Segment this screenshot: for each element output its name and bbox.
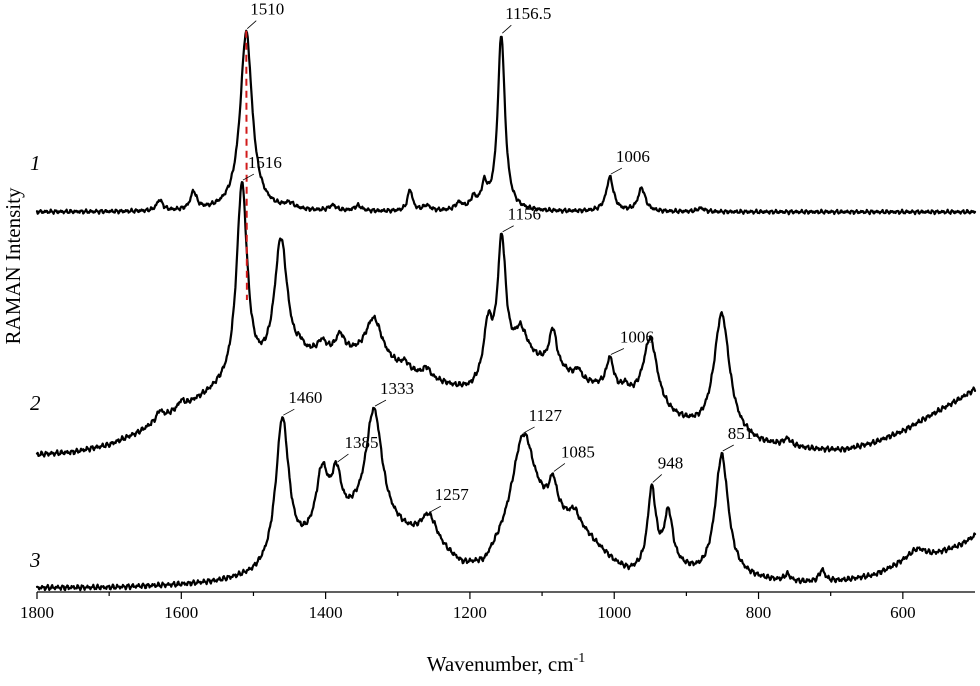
- peak-leader-line: [610, 348, 625, 355]
- peak-label-948: 948: [658, 453, 684, 472]
- x-tick-label: 1000: [597, 603, 631, 622]
- series-label-2: 2: [30, 391, 41, 415]
- peak-label-1510: 1510: [250, 0, 284, 19]
- peak-leader-line: [242, 173, 255, 181]
- peak-label-1385: 1385: [344, 433, 378, 452]
- peak-leader-line: [337, 453, 349, 463]
- peak-label-1516: 1516: [248, 153, 282, 172]
- peak-leader-line: [553, 463, 566, 472]
- series-label-3: 3: [29, 548, 41, 572]
- peak-annotations: 1510 1156.5 1006 1516 1156 1006 1460 1385 1333 12…: [242, 0, 754, 513]
- x-tick-label: 800: [746, 603, 772, 622]
- peak-label-1127: 1127: [529, 406, 563, 425]
- peak-label-1460: 1460: [288, 388, 322, 407]
- x-axis-title-text: Wavenumber, cm: [427, 652, 574, 676]
- peak-leader-line: [283, 408, 295, 416]
- peak-leader-line: [374, 399, 387, 407]
- peak-leader-line: [523, 426, 535, 434]
- peak-label-1156: 1156: [508, 205, 541, 224]
- x-axis-title-superscript: -1: [574, 651, 586, 666]
- peak-leader-line: [429, 505, 441, 513]
- x-ticks: 1800 1600 1400 1200 1000 800 600: [20, 592, 916, 622]
- reference-line-group: [245, 30, 248, 301]
- peak-label-851: 851: [728, 424, 754, 443]
- peak-leader-line: [502, 225, 514, 233]
- peak-leader-line: [722, 444, 734, 452]
- peak-label-1085: 1085: [561, 442, 595, 461]
- peak-label-1333: 1333: [380, 379, 414, 398]
- series-labels: 1 2 3: [29, 151, 41, 572]
- y-axis-title: RAMAN Intensity: [1, 187, 25, 344]
- peak-label-1156.5: 1156.5: [505, 4, 551, 23]
- reference-dashed-line: [245, 30, 248, 301]
- peak-leader-line: [246, 20, 257, 29]
- x-tick-label: 1400: [309, 603, 343, 622]
- x-tick-label: 1800: [20, 603, 54, 622]
- peak-label-1006: 1006: [620, 327, 654, 346]
- spectra: [35, 29, 977, 592]
- spectrum-line-3: [35, 406, 977, 592]
- series-label-1: 1: [30, 151, 41, 175]
- x-axis-title: Wavenumber, cm-1: [427, 651, 585, 676]
- x-tick-label: 600: [890, 603, 916, 622]
- spectrum-line-2: [35, 181, 977, 458]
- spectrum-line-1: [35, 29, 977, 216]
- x-tick-label: 1200: [453, 603, 487, 622]
- peak-leader-line: [610, 167, 623, 175]
- peak-leader-line: [652, 474, 663, 483]
- peak-label-1006: 1006: [616, 147, 650, 166]
- x-tick-label: 1600: [164, 603, 198, 622]
- peak-label-1257: 1257: [435, 485, 470, 504]
- peak-leader-line: [502, 24, 512, 34]
